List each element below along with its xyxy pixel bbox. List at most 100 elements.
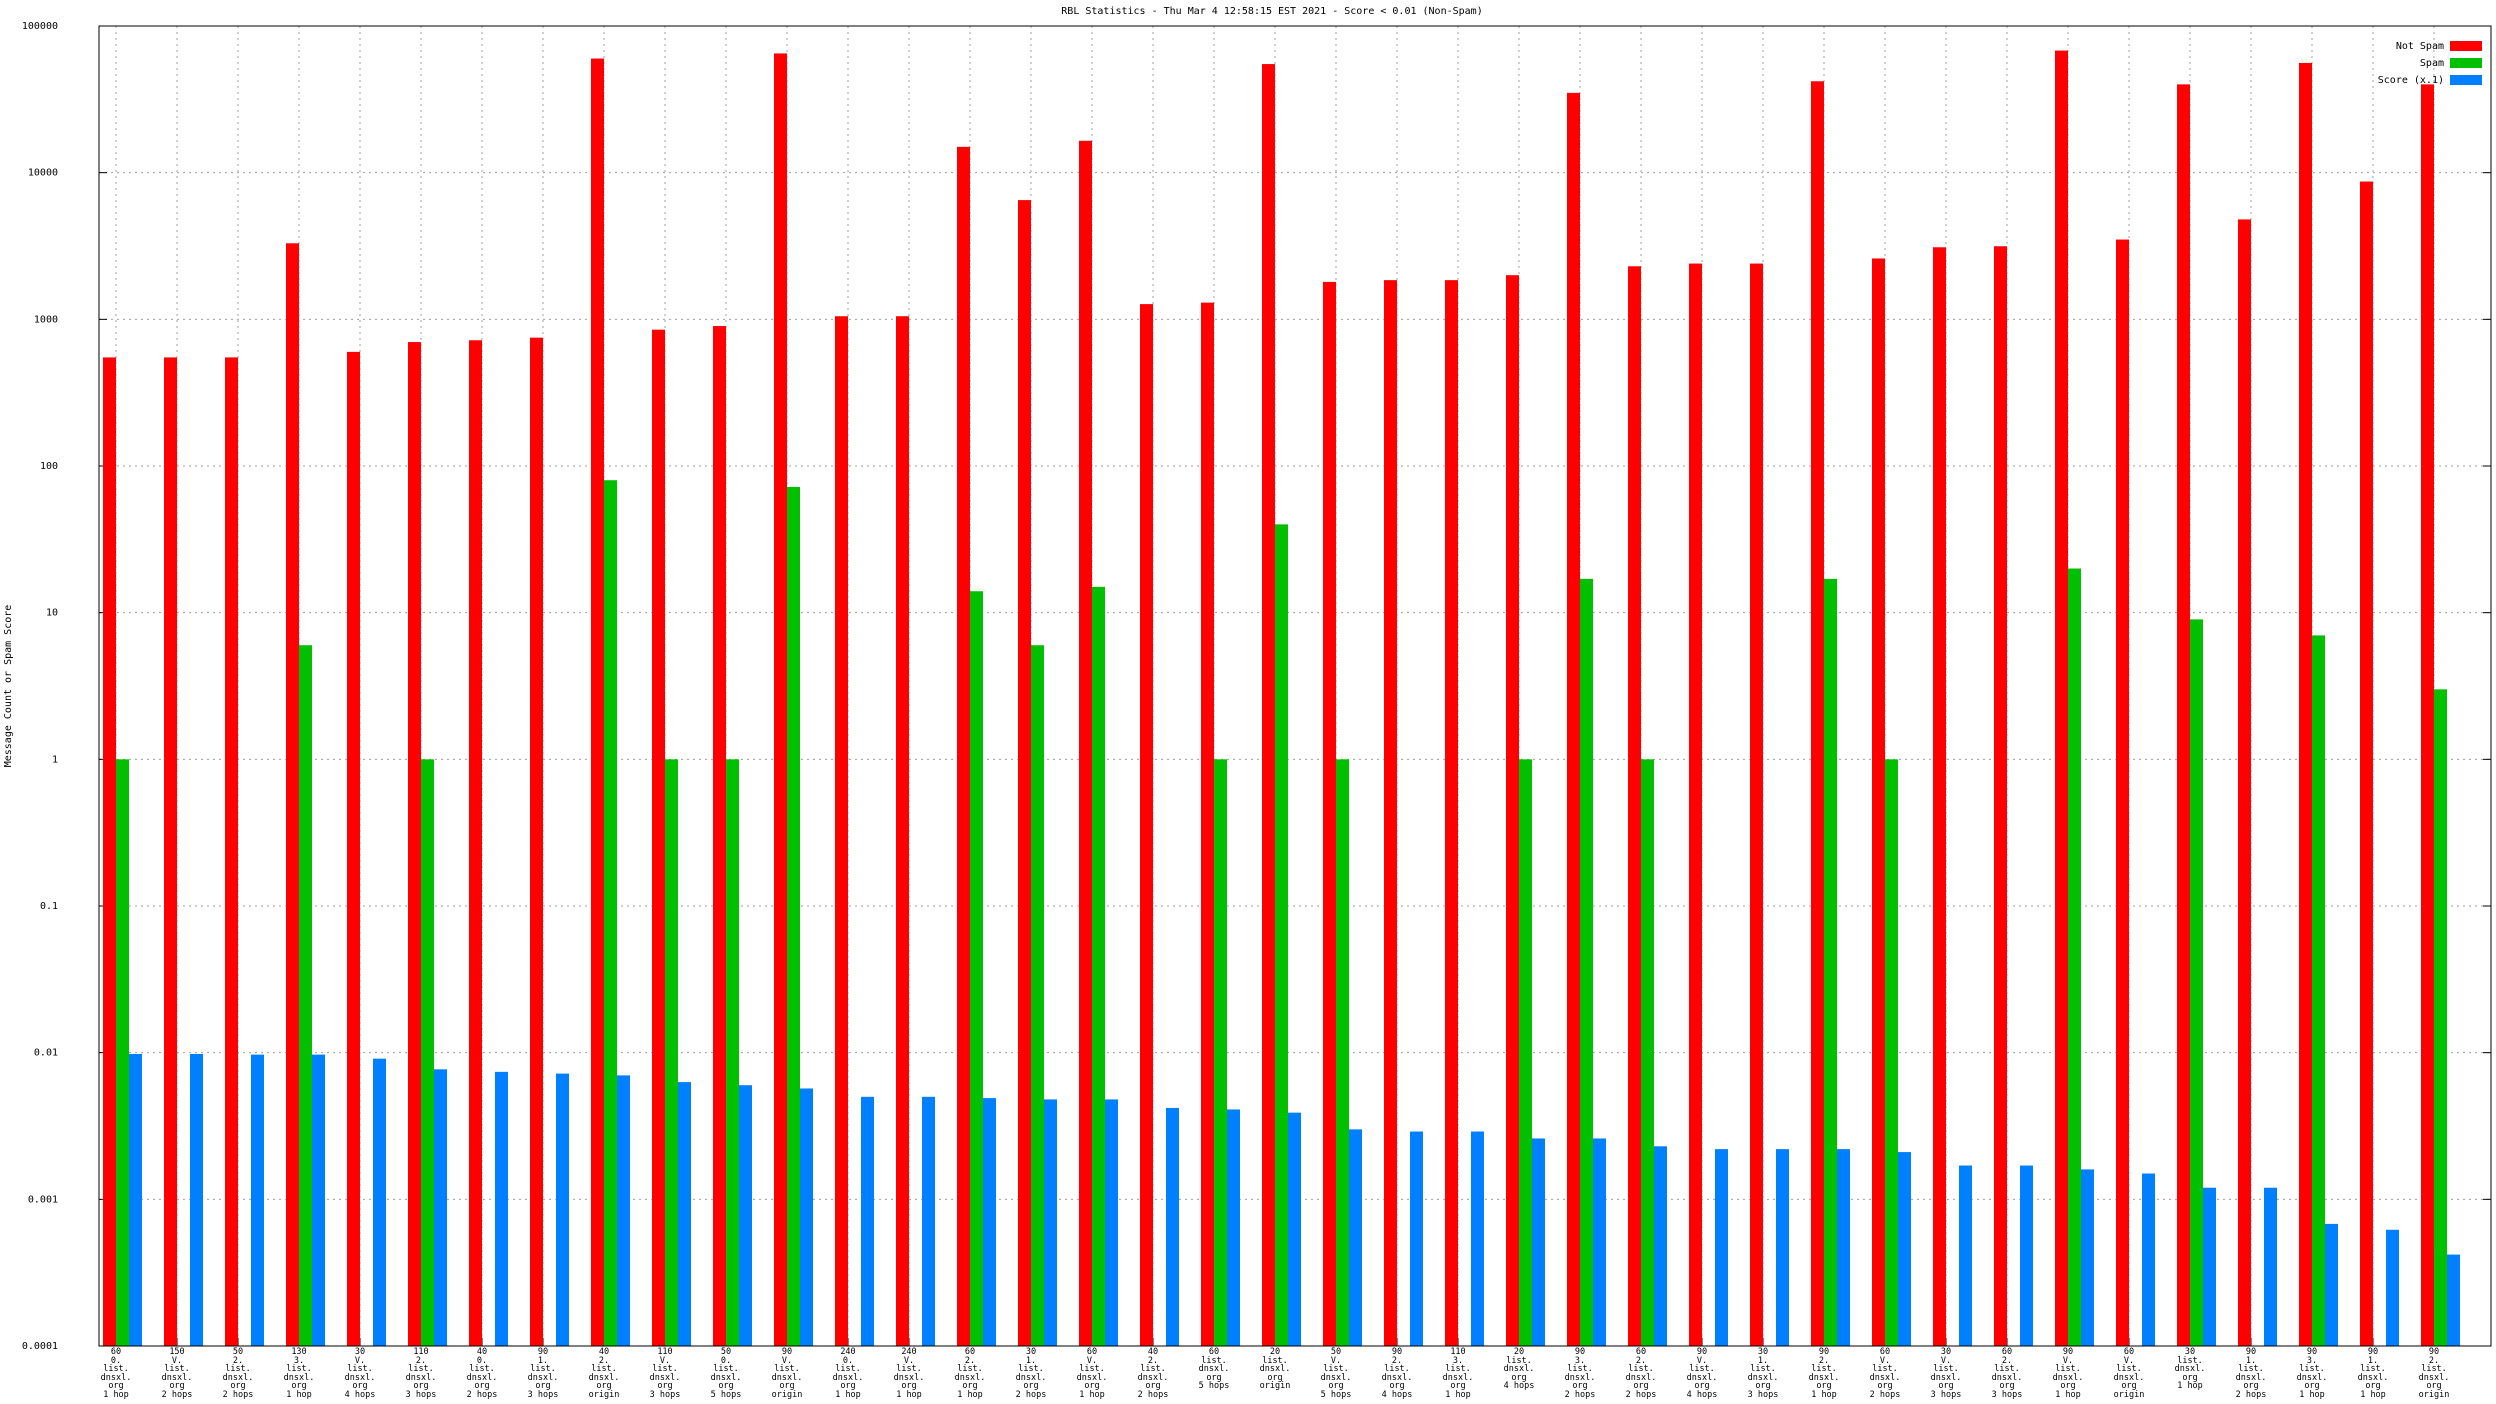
- x-tick-label: 20 list. dnsxl. org origin: [1259, 1347, 1291, 1392]
- bar: [1471, 1131, 1484, 1346]
- x-tick-label: 50 V. list. dnsxl. org 5 hops: [1320, 1347, 1352, 1400]
- bar: [1593, 1138, 1606, 1346]
- bar: [2447, 1254, 2460, 1346]
- x-tick-label: 50 0. list. dnsxl. org 5 hops: [710, 1347, 742, 1400]
- x-tick-label: 110 V. list. dnsxl. org 3 hops: [649, 1347, 681, 1400]
- x-tick-label: 60 2. list. dnsxl. org 3 hops: [1991, 1347, 2023, 1400]
- bar: [2068, 568, 2081, 1346]
- legend-swatch: [2450, 75, 2482, 85]
- bar: [1959, 1165, 1972, 1346]
- bar: [1689, 263, 1702, 1346]
- bar: [835, 316, 848, 1346]
- bar: [1506, 275, 1519, 1347]
- legend-swatch: [2450, 41, 2482, 51]
- bar: [373, 1058, 386, 1346]
- bar: [1532, 1138, 1545, 1346]
- bar: [665, 759, 678, 1346]
- bar: [604, 480, 617, 1346]
- x-tick-label: 90 3. list. dnsxl. org 1 hop: [2296, 1347, 2328, 1400]
- x-tick-label: 90 1. list. dnsxl. org 3 hops: [527, 1347, 559, 1400]
- legend-label: Not Spam: [2396, 41, 2444, 52]
- x-tick-label: 30 V. list. dnsxl. org 4 hops: [344, 1347, 376, 1400]
- x-tick-label: 110 2. list. dnsxl. org 3 hops: [405, 1347, 437, 1400]
- bar: [1933, 247, 1946, 1346]
- y-tick-label: 0.1: [40, 901, 58, 912]
- bar: [225, 357, 238, 1347]
- x-tick-label: 60 2. list. dnsxl. org 1 hop: [954, 1347, 986, 1400]
- x-tick-label: 90 3. list. dnsxl. org 2 hops: [1564, 1347, 1596, 1400]
- x-tick-label: 60 0. list. dnsxl. org 1 hop: [100, 1347, 132, 1400]
- bar: [347, 351, 360, 1346]
- bar: [1898, 1152, 1911, 1346]
- x-tick-label: 30 1. list. dnsxl. org 2 hops: [1015, 1347, 1047, 1400]
- y-tick-label: 0.0001: [22, 1341, 58, 1352]
- bar: [251, 1054, 264, 1346]
- x-tick-label: 90 2. list. dnsxl. org origin: [2418, 1347, 2450, 1400]
- bar: [1031, 645, 1044, 1346]
- bar: [1201, 302, 1214, 1347]
- bar: [922, 1096, 935, 1346]
- y-tick-label: 10: [46, 608, 58, 619]
- x-tick-label: 90 V. list. dnsxl. org origin: [771, 1347, 803, 1400]
- bar: [591, 58, 604, 1346]
- x-tick-label: 60 V. list. dnsxl. org 2 hops: [1869, 1347, 1901, 1400]
- bar: [2142, 1173, 2155, 1346]
- bar: [469, 340, 482, 1346]
- bar: [2116, 239, 2129, 1347]
- y-axis-label: Message Count or Spam Score: [3, 605, 14, 768]
- bar: [1092, 586, 1105, 1346]
- bar: [1410, 1131, 1423, 1346]
- bar: [1445, 280, 1458, 1346]
- bar: [1885, 759, 1898, 1346]
- bar: [1336, 759, 1349, 1346]
- legend-label: Spam: [2420, 58, 2444, 69]
- bar: [286, 243, 299, 1346]
- y-tick-label: 1000: [34, 314, 58, 325]
- bar: [1715, 1149, 1728, 1346]
- bar: [1519, 759, 1532, 1346]
- bar: [1994, 246, 2007, 1346]
- bar: [2203, 1187, 2216, 1346]
- x-tick-label: 240 0. list. dnsxl. org 1 hop: [832, 1347, 864, 1400]
- bar: [970, 591, 983, 1346]
- bar: [1837, 1149, 1850, 1346]
- bar: [652, 329, 665, 1347]
- legend-swatch: [2450, 58, 2482, 68]
- x-tick-label: 20 list. dnsxl. org 4 hops: [1503, 1347, 1535, 1392]
- y-tick-label: 100: [40, 461, 58, 472]
- x-tick-label: 90 1. list. dnsxl. org 2 hops: [2235, 1347, 2267, 1400]
- x-tick-label: 110 3. list. dnsxl. org 1 hop: [1442, 1347, 1474, 1400]
- bar: [2190, 619, 2203, 1346]
- bar: [726, 759, 739, 1346]
- bar: [1811, 81, 1824, 1347]
- bar: [312, 1054, 325, 1346]
- bar: [2238, 219, 2251, 1346]
- bar: [1323, 281, 1336, 1347]
- x-tick-label: 150 V. list. dnsxl. org 2 hops: [161, 1347, 193, 1400]
- y-tick-label: 1: [52, 754, 58, 765]
- bar: [678, 1082, 691, 1346]
- x-tick-label: 60 V. list. dnsxl. org 1 hop: [1076, 1347, 1108, 1400]
- x-tick-label: 60 V. list. dnsxl. org origin: [2113, 1347, 2145, 1400]
- bar: [1275, 524, 1288, 1346]
- bar: [1166, 1107, 1179, 1346]
- bar: [299, 645, 312, 1346]
- bar: [896, 316, 909, 1346]
- bar: [2264, 1187, 2277, 1346]
- y-tick-label: 100000: [22, 21, 58, 32]
- bar: [103, 357, 116, 1347]
- bar: [1384, 280, 1397, 1346]
- bar: [1349, 1129, 1362, 1346]
- bar: [617, 1075, 630, 1346]
- bar: [530, 337, 543, 1346]
- bar: [1262, 64, 1275, 1347]
- bar: [2421, 84, 2434, 1347]
- bar: [1872, 258, 1885, 1346]
- y-tick-label: 0.001: [28, 1194, 58, 1205]
- x-tick-label: 90 2. list. dnsxl. org 4 hops: [1381, 1347, 1413, 1400]
- bar: [421, 759, 434, 1346]
- bar: [1654, 1146, 1667, 1346]
- bar: [800, 1088, 813, 1346]
